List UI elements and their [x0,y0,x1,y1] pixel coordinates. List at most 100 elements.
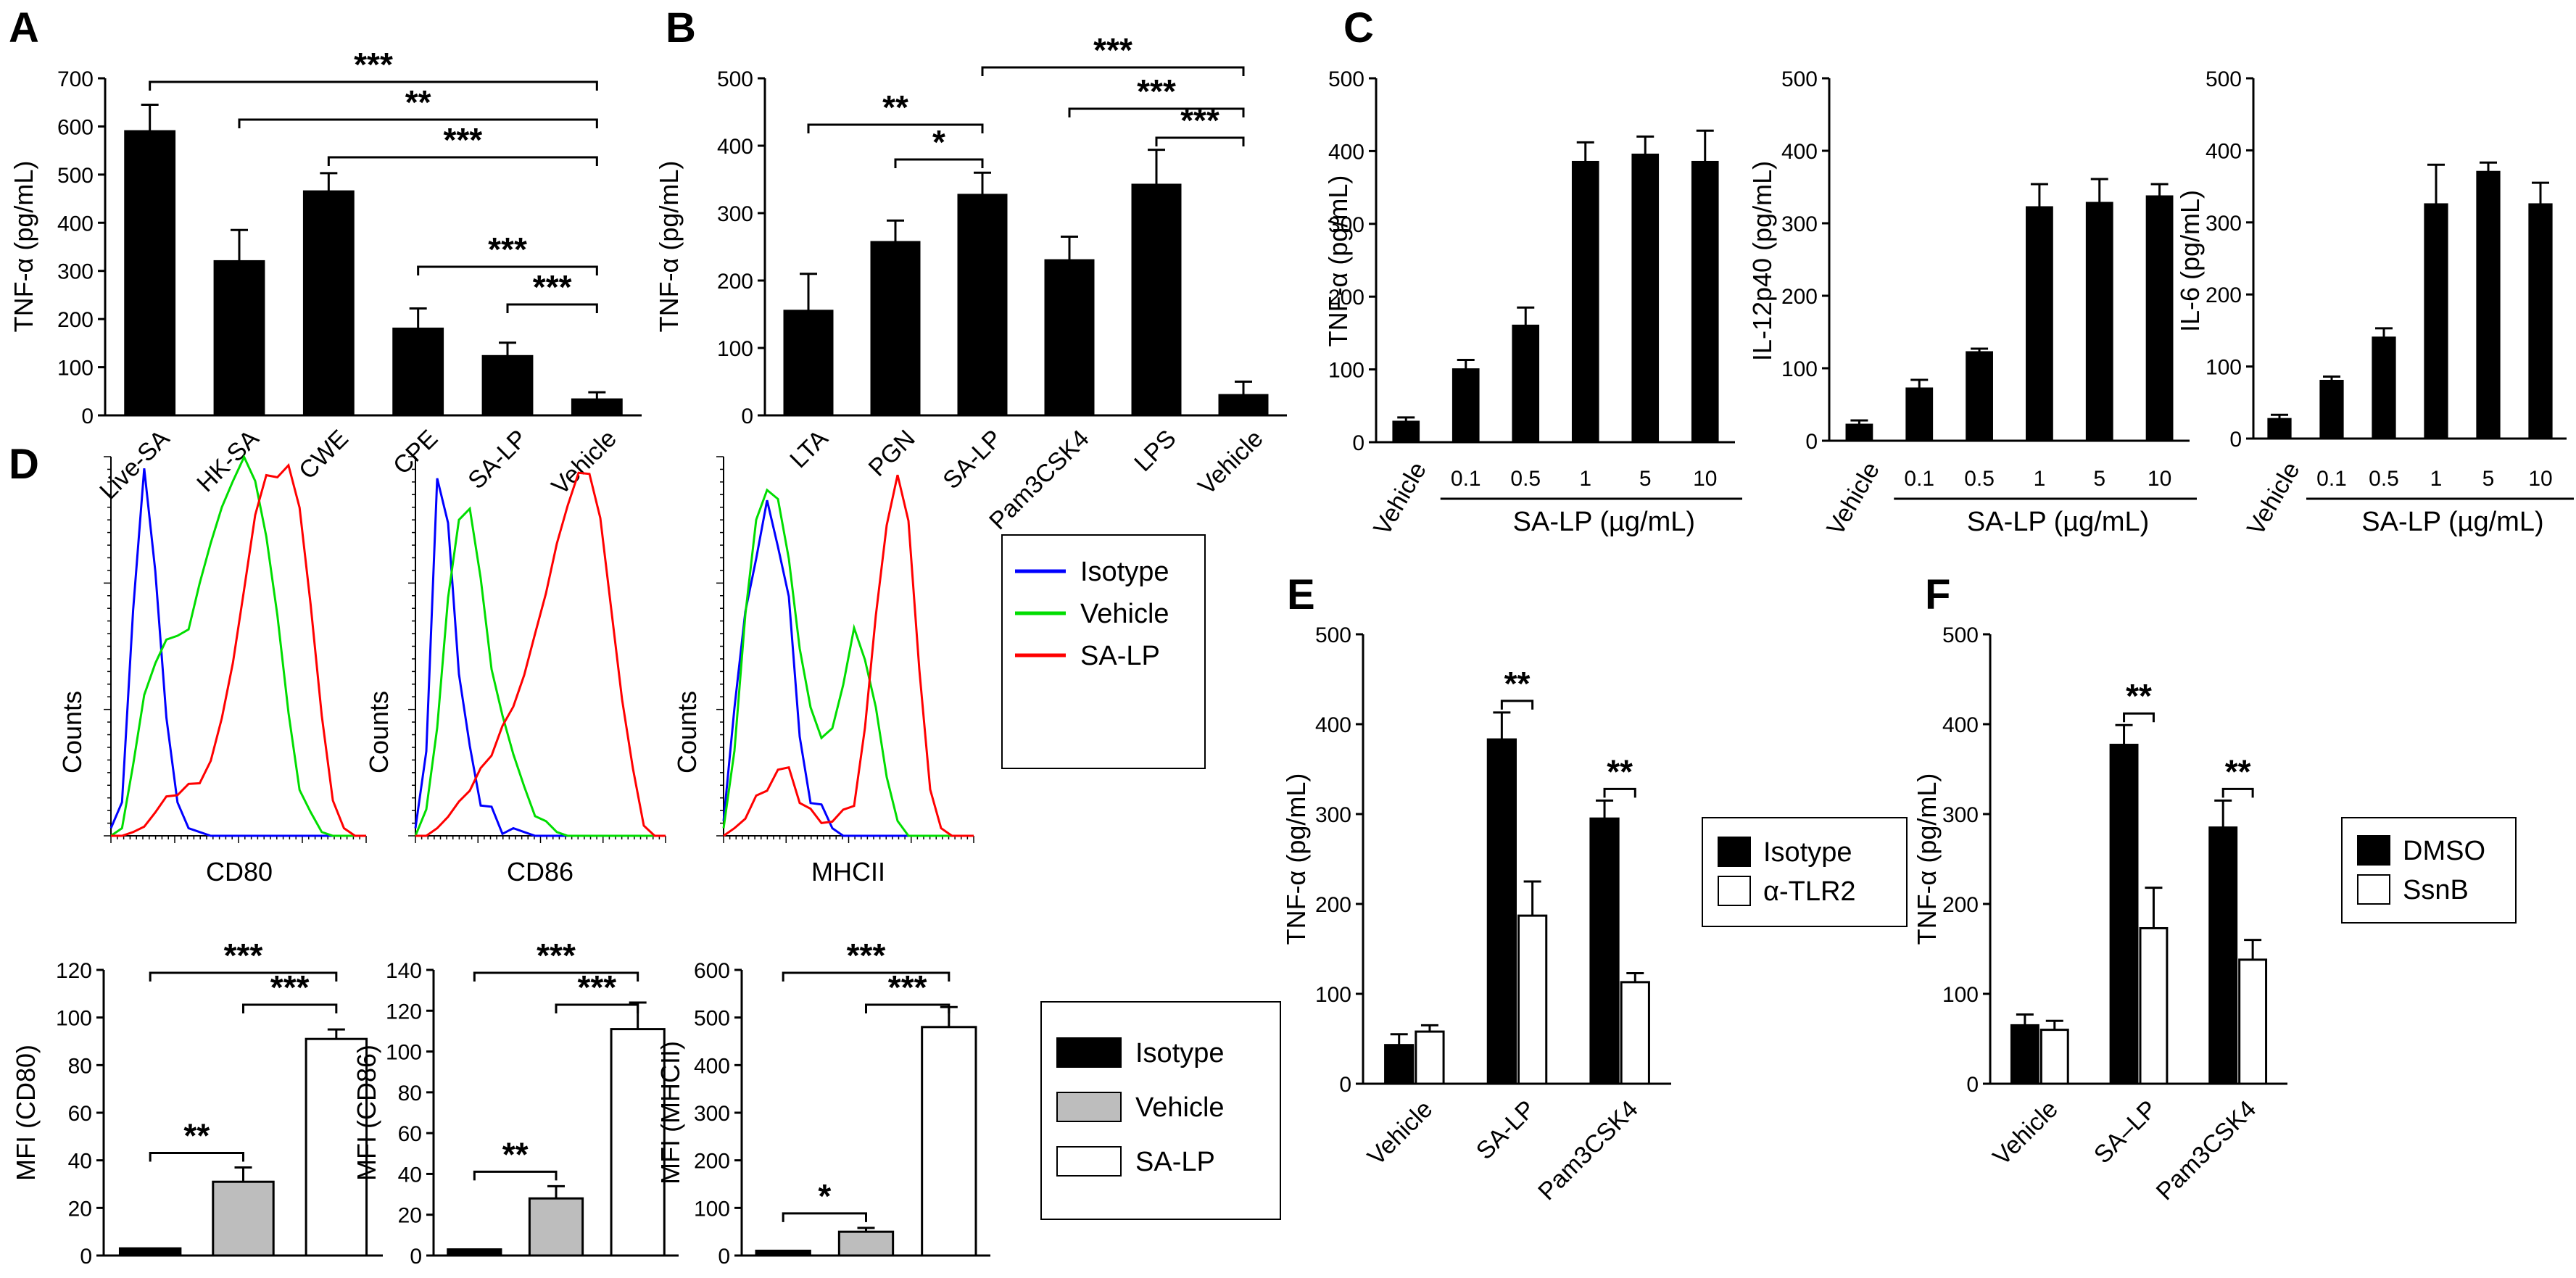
legend-swatch-dmso [2357,835,2390,866]
histogram-line-isotype [109,468,366,837]
significance-bracket [238,118,598,128]
bar-isotype [447,1248,502,1257]
group-label: SA-LP (µg/mL) [1513,507,1695,537]
x-tick-label: SA-LP [463,425,532,494]
significance-bracket [1500,700,1534,710]
y-axis-title: TNF-α (pg/mL) [1912,773,1942,945]
y-tick-label: 300 [57,260,94,284]
x-tick-label: 10 [2528,467,2552,491]
y-tick-label: 100 [57,357,94,381]
bar-cpe [392,327,444,417]
bar-0-5 [2372,336,2396,440]
chart-a: 0 100 200 300 400 500 600 700 TNF-α (pg/mL) Live-… [9,46,642,505]
bar-1 [2424,203,2448,440]
legend-swatch-vehicle [1056,1092,1122,1122]
significance-bracket [506,303,598,313]
y-tick-label: 40 [68,1150,92,1174]
x-tick-label: Vehicle [1193,425,1268,500]
y-axis-title: TNF-α (pg/mL) [1281,773,1311,945]
y-tick-label: 500 [694,1007,730,1031]
histogram-line-vehicle [110,454,366,837]
bar-dmso-pam3csk4 [2208,826,2238,1085]
y-tick-label: 500 [1315,623,1351,647]
legend-swatch-isotype [1718,837,1751,867]
legend-label-isotype: Isotype [1135,1038,1225,1069]
bar-vehicle [212,1180,275,1257]
legend-e: Isotype α-TLR2 [1702,817,1908,927]
histogram-d-cd80: Counts CD80 [57,454,367,887]
bar-isotype-vehicle [1384,1044,1415,1085]
y-tick-label: 600 [57,115,94,139]
bar-10 [2145,195,2174,442]
bar-vehicle [528,1197,584,1257]
significance-marker: *** [488,231,527,268]
x-tick-label: Pam3CSK4 [1533,1095,1643,1206]
significance-bracket [865,1003,951,1013]
y-tick-label: 100 [2206,356,2242,380]
y-tick-label: 0 [2229,428,2242,452]
y-axis-title: IL-12p40 (pg/mL) [1747,161,1777,361]
significance-marker: *** [1137,72,1176,110]
legend-label-tlr2: α-TLR2 [1763,876,1856,907]
y-tick-label: 60 [68,1102,92,1126]
y-tick-label: 80 [68,1054,92,1078]
y-axis-title: Counts [672,691,702,773]
legend-label-dmso: DMSO [2403,836,2485,866]
significance-bracket [473,971,639,982]
histogram-line-vehicle [722,488,974,837]
x-tick-label: 0.1 [1451,467,1481,491]
y-tick-label: 0 [80,1245,92,1269]
x-tick-label: 1 [1579,467,1591,491]
histogram-line-sa-lp [111,462,366,837]
significance-marker: *** [1180,101,1219,139]
bar-ssnb-pam3csk4 [2238,958,2268,1085]
histogram-line-isotype [722,499,974,837]
group-label: SA-LP (µg/mL) [1967,507,2149,537]
y-tick-label: 400 [1315,713,1351,737]
histogram-d-cd86: Counts CD86 [364,456,666,887]
bar-isotype-pam3csk4 [1589,817,1620,1085]
x-tick-label: 10 [1693,467,1717,491]
significance-marker: *** [847,937,886,974]
y-tick-label: 100 [1315,983,1351,1007]
y-tick-label: 0 [410,1245,422,1269]
significance-bracket [1155,136,1245,146]
bar-tlr2-vehicle [1415,1030,1445,1085]
significance-marker: ** [2225,752,2251,790]
significance-bracket [782,971,951,982]
y-tick-label: 500 [2206,67,2242,91]
significance-marker: *** [224,937,263,974]
significance-bracket [327,156,598,166]
significance-bracket [782,1212,867,1222]
y-tick-label: 400 [57,212,94,236]
bar-tlr2-sa-lp [1517,914,1548,1085]
group-label: SA-LP (µg/mL) [2361,507,2543,537]
significance-marker: *** [577,968,616,1006]
significance-marker: * [818,1177,831,1215]
bar-10 [2528,203,2553,440]
x-tick-label: 5 [2482,467,2495,491]
legend-f: DMSO SsnB [2341,817,2517,924]
histogram-line-isotype [414,478,666,837]
significance-marker: *** [354,46,393,83]
y-tick-label: 200 [1315,893,1351,917]
y-tick-label: 500 [1781,67,1818,91]
y-tick-label: 100 [386,1041,422,1065]
legend-label-sa-lp: SA-LP [1135,1147,1215,1177]
y-tick-label: 0 [1805,430,1818,454]
y-axis-title: IL-6 (pg/mL) [2175,190,2205,332]
bar-sa-lp [305,1037,368,1257]
significance-marker: ** [1607,752,1633,790]
y-axis-title: MFI (CD80) [11,1045,41,1181]
y-tick-label: 0 [81,404,94,428]
significance-marker: *** [537,937,576,974]
y-tick-label: 200 [694,1150,730,1174]
x-tick-label: Vehicle [1821,457,1885,540]
chart-b: 0 100 200 300 400 500 TNF-α (pg/mL) LTA PGN SA-LP… [654,31,1287,535]
y-tick-label: 500 [57,164,94,188]
bar-5 [2085,202,2113,442]
panel-label-f: F [1925,571,1950,618]
y-axis-title: TNF-α (pg/mL) [9,161,38,333]
